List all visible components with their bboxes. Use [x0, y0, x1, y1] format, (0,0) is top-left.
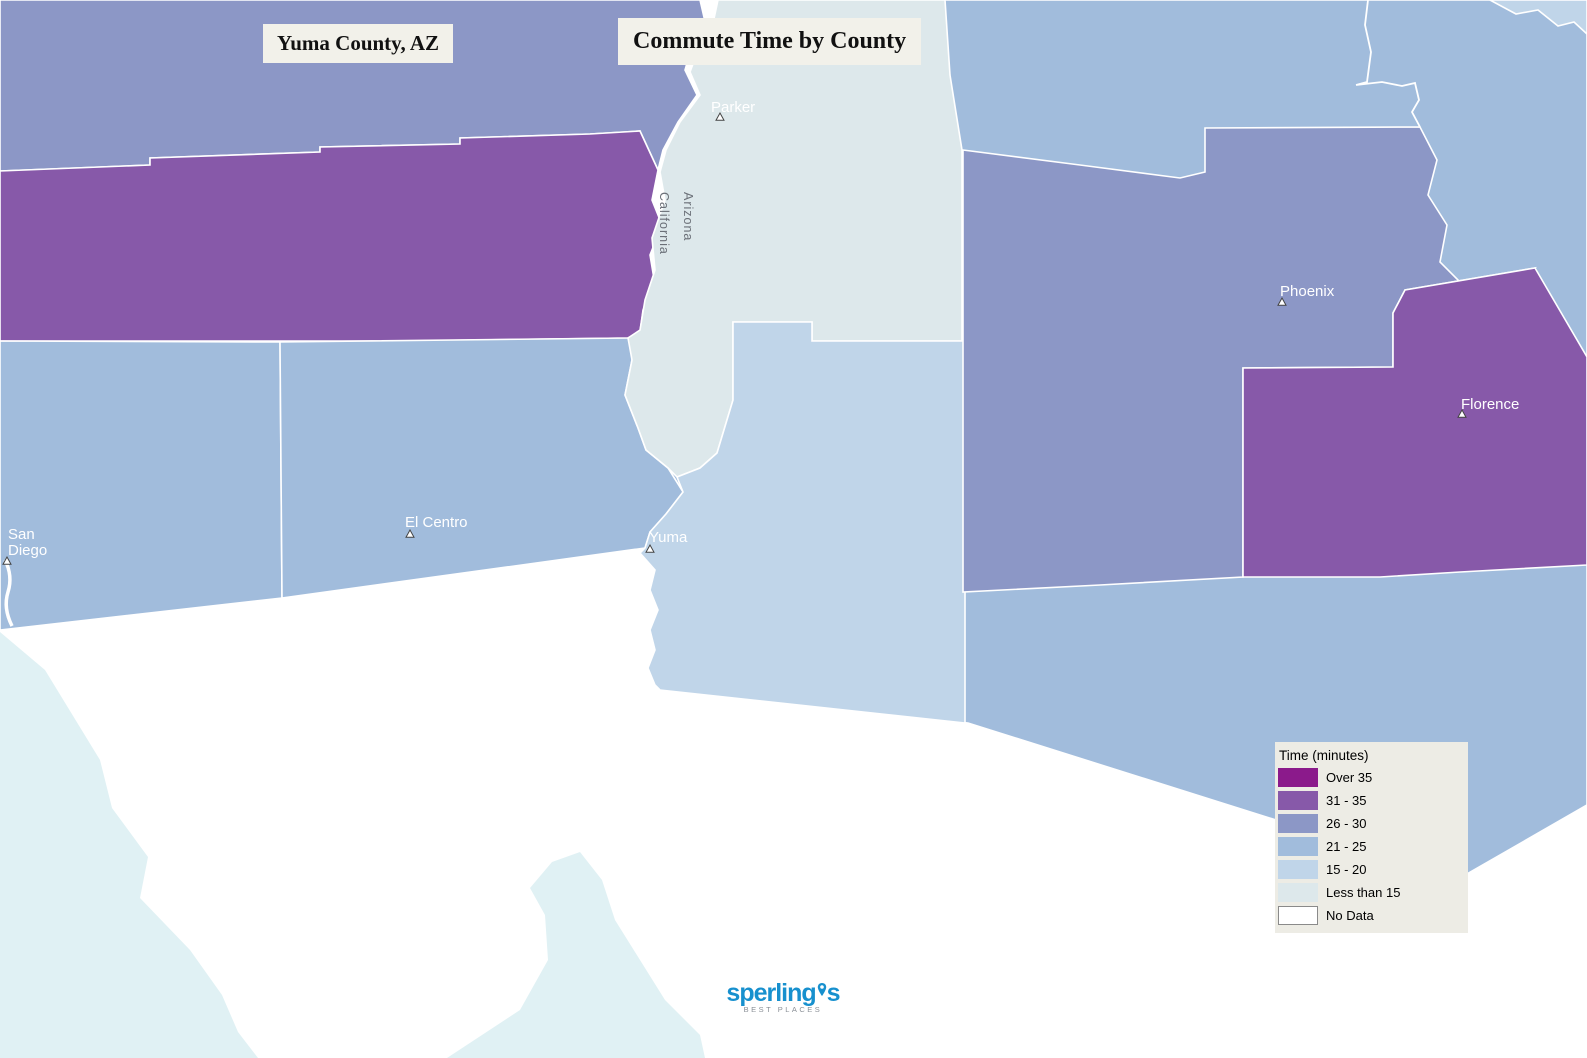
- city-label-line2: Diego: [8, 542, 47, 559]
- legend-title: Time (minutes): [1279, 748, 1369, 763]
- city-san-diego: San Diego: [2, 526, 47, 565]
- state-label-california: California: [657, 192, 671, 255]
- legend-row: Over 35: [1278, 766, 1468, 789]
- sperlings-logo: sperling s BEST PLACES: [718, 974, 848, 1022]
- legend-label: Less than 15: [1326, 885, 1401, 900]
- logo-brand-suffix: s: [826, 979, 841, 1007]
- legend-swatch-26-30: [1278, 814, 1318, 833]
- city-label: Yuma: [649, 529, 688, 546]
- legend-label: 31 - 35: [1326, 793, 1367, 808]
- map-pin-icon: [817, 978, 827, 1000]
- map-region-az-northeast-corner: [1489, 0, 1587, 36]
- county-title: Yuma County, AZ: [263, 24, 454, 63]
- logo-brand: sperling s: [726, 979, 841, 1007]
- city-marker-icon: [405, 528, 415, 538]
- county-boundary-line: [1355, 0, 1421, 128]
- state-label-arizona: Arizona: [681, 192, 695, 241]
- city-marker-icon: [1277, 296, 1287, 306]
- ocean-pacific: [0, 632, 258, 1058]
- city-florence: Florence: [1457, 396, 1519, 418]
- legend-label: Over 35: [1326, 770, 1373, 785]
- legend-row: No Data: [1278, 904, 1468, 927]
- city-marker-icon: [715, 111, 725, 121]
- city-phoenix: Phoenix: [1277, 283, 1335, 306]
- city-label: El Centro: [405, 514, 468, 531]
- legend-label: 15 - 20: [1326, 862, 1367, 877]
- logo-tagline: BEST PLACES: [743, 1005, 823, 1014]
- legend-swatch-less-than-15: [1278, 883, 1318, 902]
- legend-row: 31 - 35: [1278, 789, 1468, 812]
- city-el-centro: El Centro: [405, 514, 468, 538]
- legend-swatch-over-35: [1278, 768, 1318, 787]
- coastline-inlet: [3, 559, 14, 627]
- map-legend: Time (minutes) Over 35 31 - 35 26 - 30 2…: [1275, 742, 1468, 933]
- legend-swatch-21-25: [1278, 837, 1318, 856]
- map-region-ca-south: [279, 330, 684, 599]
- city-marker-icon: [1457, 408, 1467, 418]
- legend-row: 21 - 25: [1278, 835, 1468, 858]
- map-region-az-southeast-purple: [1242, 267, 1587, 578]
- legend-row: Less than 15: [1278, 881, 1468, 904]
- city-parker: Parker: [711, 99, 755, 121]
- map-region-ca-southwest: [0, 340, 283, 631]
- city-yuma: Yuma: [645, 529, 688, 553]
- ocean-gulf: [447, 852, 705, 1058]
- city-label: Florence: [1461, 396, 1519, 413]
- map-region-az-yuma: [638, 321, 966, 724]
- legend-row: 26 - 30: [1278, 812, 1468, 835]
- city-label: Phoenix: [1280, 283, 1335, 300]
- legend-swatch-15-20: [1278, 860, 1318, 879]
- city-label-line1: San: [8, 526, 35, 543]
- legend-label: No Data: [1326, 908, 1374, 923]
- city-marker-icon: [2, 555, 12, 565]
- legend-label: 26 - 30: [1326, 816, 1367, 831]
- map-title: Commute Time by County: [618, 18, 922, 65]
- logo-brand-text: sperling: [726, 979, 816, 1007]
- legend-label: 21 - 25: [1326, 839, 1367, 854]
- city-label: Parker: [711, 99, 755, 116]
- legend-swatch-31-35: [1278, 791, 1318, 810]
- legend-swatch-no-data: [1278, 906, 1318, 925]
- legend-row: 15 - 20: [1278, 858, 1468, 881]
- city-marker-icon: [645, 543, 655, 553]
